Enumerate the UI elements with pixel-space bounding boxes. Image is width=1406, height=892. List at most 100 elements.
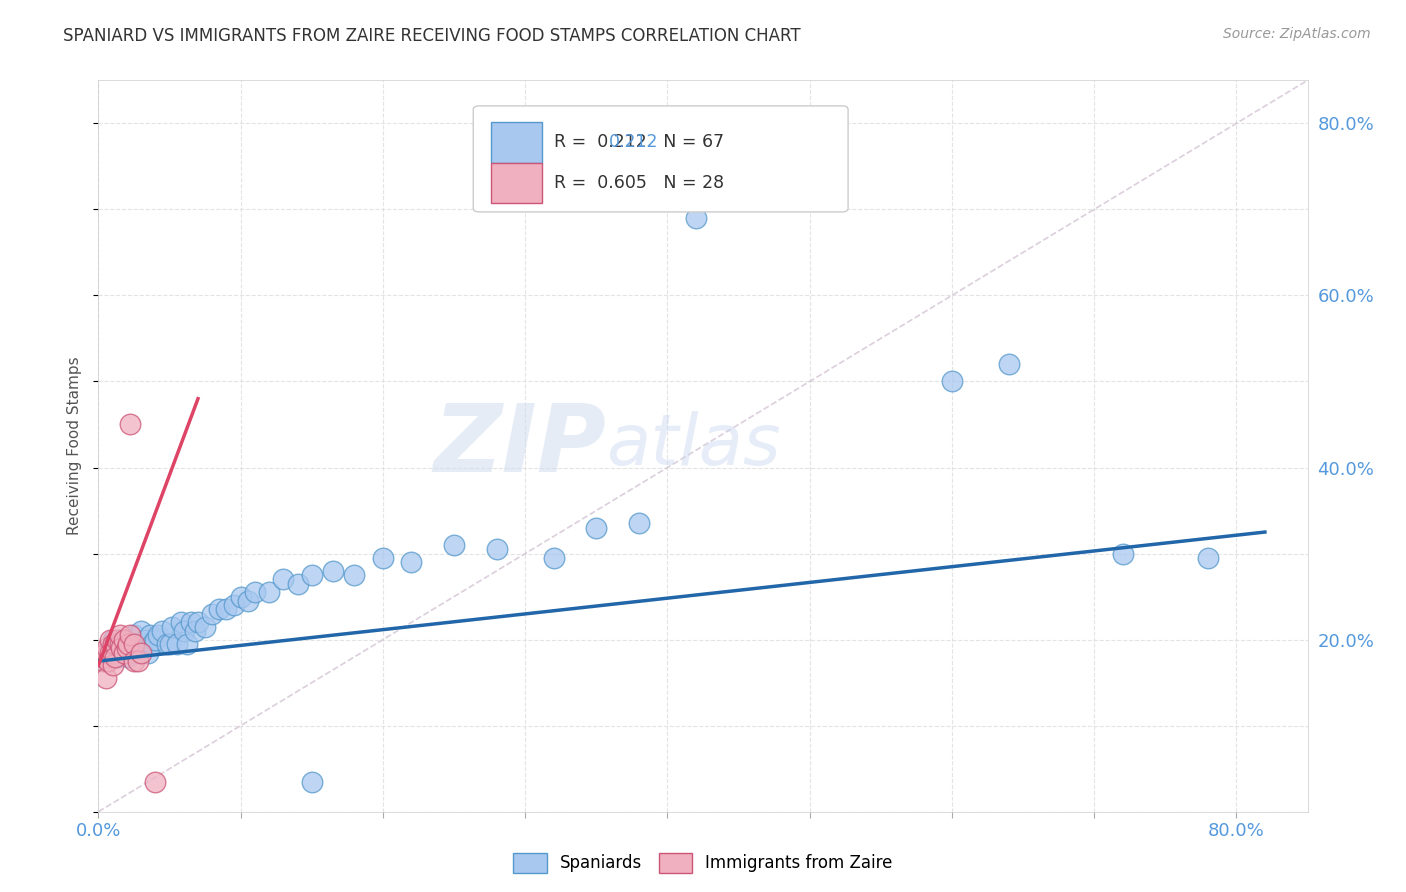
- Point: [96, 641, 118, 656]
- Point: [146, 628, 169, 642]
- Point: [105, 649, 128, 664]
- Point: [176, 637, 198, 651]
- Point: [166, 637, 188, 651]
- Point: [101, 646, 124, 660]
- FancyBboxPatch shape: [492, 162, 543, 202]
- Point: [94, 654, 117, 668]
- Point: [108, 637, 131, 651]
- Point: [101, 637, 124, 651]
- Point: [132, 637, 155, 651]
- Point: [229, 590, 252, 604]
- Point: [143, 632, 166, 647]
- Point: [129, 641, 152, 656]
- Point: [301, 774, 323, 789]
- Point: [112, 646, 135, 660]
- Point: [184, 624, 207, 638]
- Point: [1197, 550, 1219, 565]
- Point: [120, 646, 142, 660]
- Point: [136, 646, 159, 660]
- Point: [118, 628, 141, 642]
- Point: [101, 658, 124, 673]
- Text: ZIP: ZIP: [433, 400, 606, 492]
- Text: atlas: atlas: [606, 411, 780, 481]
- Point: [124, 646, 146, 660]
- Point: [110, 641, 132, 656]
- Y-axis label: Receiving Food Stamps: Receiving Food Stamps: [67, 357, 83, 535]
- Point: [627, 516, 650, 531]
- Point: [97, 654, 120, 668]
- Point: [115, 632, 138, 647]
- Point: [699, 185, 721, 199]
- Point: [222, 598, 245, 612]
- Point: [138, 628, 160, 642]
- Point: [143, 774, 166, 789]
- Point: [122, 654, 145, 668]
- Point: [122, 637, 145, 651]
- Point: [129, 646, 152, 660]
- Point: [127, 637, 149, 651]
- Point: [108, 632, 131, 647]
- Text: Source: ZipAtlas.com: Source: ZipAtlas.com: [1223, 27, 1371, 41]
- Point: [685, 211, 707, 225]
- Point: [134, 632, 156, 647]
- Point: [273, 573, 295, 587]
- Point: [112, 632, 135, 647]
- Point: [118, 637, 141, 651]
- FancyBboxPatch shape: [474, 106, 848, 212]
- Point: [180, 615, 202, 630]
- Point: [98, 641, 121, 656]
- Point: [162, 620, 184, 634]
- Point: [110, 637, 132, 651]
- Point: [215, 602, 238, 616]
- Point: [287, 576, 309, 591]
- Point: [187, 615, 209, 630]
- Text: 0.212: 0.212: [609, 134, 658, 152]
- Point: [159, 637, 181, 651]
- Point: [401, 555, 423, 569]
- Text: R =  0.605   N = 28: R = 0.605 N = 28: [554, 174, 724, 192]
- Point: [585, 521, 607, 535]
- Point: [105, 632, 128, 647]
- Point: [170, 615, 193, 630]
- Point: [543, 550, 565, 565]
- Point: [93, 649, 115, 664]
- Point: [243, 585, 266, 599]
- Point: [98, 632, 121, 647]
- Point: [156, 637, 179, 651]
- Point: [98, 646, 121, 660]
- Point: [104, 637, 127, 651]
- Point: [201, 607, 224, 621]
- Text: R =  0.212   N = 67: R = 0.212 N = 67: [554, 134, 724, 152]
- Point: [112, 646, 135, 660]
- Point: [443, 538, 465, 552]
- Legend: Spaniards, Immigrants from Zaire: Spaniards, Immigrants from Zaire: [506, 847, 900, 880]
- Point: [108, 646, 131, 660]
- Point: [129, 624, 152, 638]
- Point: [104, 649, 127, 664]
- Point: [117, 649, 139, 664]
- Point: [152, 624, 174, 638]
- Point: [122, 628, 145, 642]
- Point: [257, 585, 280, 599]
- Point: [101, 632, 124, 647]
- Point: [91, 654, 114, 668]
- Point: [998, 357, 1021, 371]
- Point: [301, 568, 323, 582]
- Point: [371, 550, 394, 565]
- Point: [322, 564, 344, 578]
- Point: [94, 671, 117, 685]
- Point: [173, 624, 195, 638]
- Point: [236, 594, 259, 608]
- Point: [208, 602, 231, 616]
- Point: [343, 568, 366, 582]
- Point: [1111, 547, 1133, 561]
- Point: [115, 641, 138, 656]
- FancyBboxPatch shape: [492, 122, 543, 162]
- Text: SPANIARD VS IMMIGRANTS FROM ZAIRE RECEIVING FOOD STAMPS CORRELATION CHART: SPANIARD VS IMMIGRANTS FROM ZAIRE RECEIV…: [63, 27, 801, 45]
- Point: [101, 646, 124, 660]
- Point: [94, 646, 117, 660]
- Point: [115, 641, 138, 656]
- Point: [104, 637, 127, 651]
- Point: [108, 628, 131, 642]
- Point: [122, 637, 145, 651]
